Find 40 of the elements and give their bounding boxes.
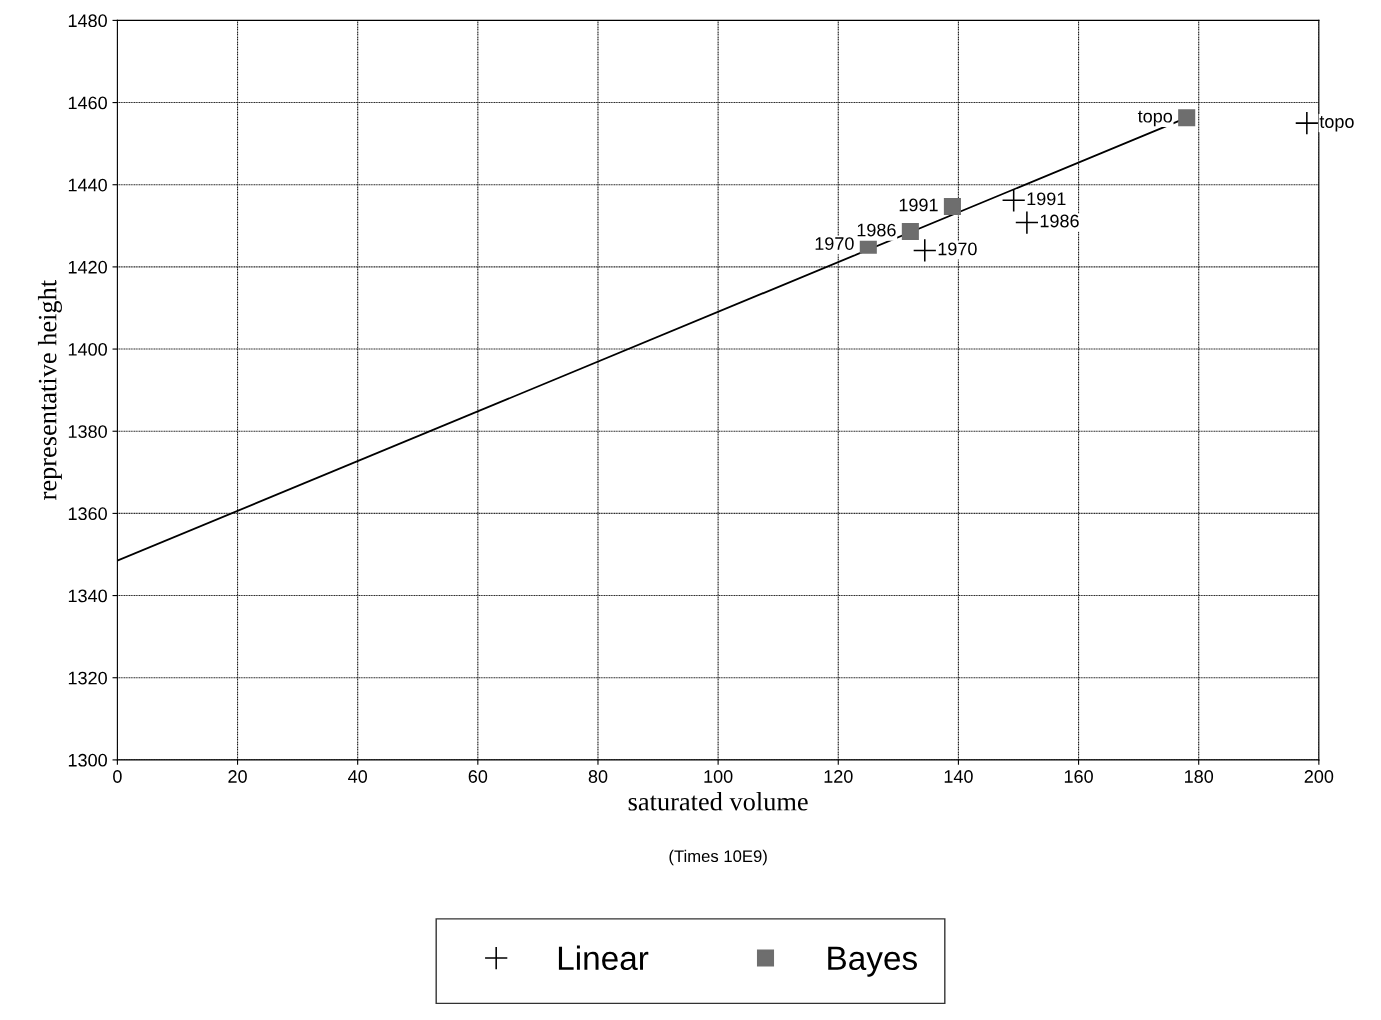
legend-label: Linear xyxy=(558,945,649,971)
text: (Times 10E9) xyxy=(669,849,767,866)
point xyxy=(901,223,919,241)
x-tick-label: 60 xyxy=(468,770,488,783)
annotation: 1991 xyxy=(1027,192,1066,206)
annotation: 1970 xyxy=(938,242,977,256)
annotation: 1986 xyxy=(857,223,896,237)
point xyxy=(1295,112,1318,135)
annotation: topo xyxy=(1319,116,1354,132)
y-tick-label: 1440 xyxy=(68,178,107,192)
point xyxy=(1178,109,1196,127)
x-tick-label: 180 xyxy=(1185,770,1214,783)
annotation: 1991 xyxy=(899,198,938,212)
y-tick-label: 1340 xyxy=(68,589,107,603)
annotation: 1986 xyxy=(1040,214,1079,228)
y-tick-label: 1480 xyxy=(68,14,107,28)
x-tick-label: 100 xyxy=(704,770,733,783)
x-tick-label: 200 xyxy=(1304,770,1334,783)
x-tick-label: 80 xyxy=(588,770,608,783)
x-axis-title: saturated volume xyxy=(628,792,808,811)
x-tick-label: 140 xyxy=(944,770,973,783)
annotation: 1970 xyxy=(815,237,854,250)
y-tick-label: 1360 xyxy=(68,507,107,521)
point xyxy=(913,239,936,262)
y-tick-label: 1400 xyxy=(68,343,107,356)
y-tick-label: 1300 xyxy=(68,753,107,767)
y-tick-label: 1420 xyxy=(68,260,107,274)
point xyxy=(1015,211,1039,234)
point xyxy=(943,197,961,216)
x-tick-label: 160 xyxy=(1064,770,1093,783)
x-tick-label: 120 xyxy=(824,770,853,783)
y-tick-label: 1380 xyxy=(68,425,107,438)
x-tick-label: 0 xyxy=(113,770,122,783)
y-axis-title: representative height xyxy=(37,280,62,500)
x-tick-label: 40 xyxy=(348,770,368,783)
legend-label: Bayes xyxy=(828,946,917,977)
x-tick-label: 20 xyxy=(228,770,247,783)
annotation: topo xyxy=(1137,110,1173,127)
y-tick-label: 1320 xyxy=(68,671,107,685)
y-tick-label: 1460 xyxy=(68,96,107,110)
